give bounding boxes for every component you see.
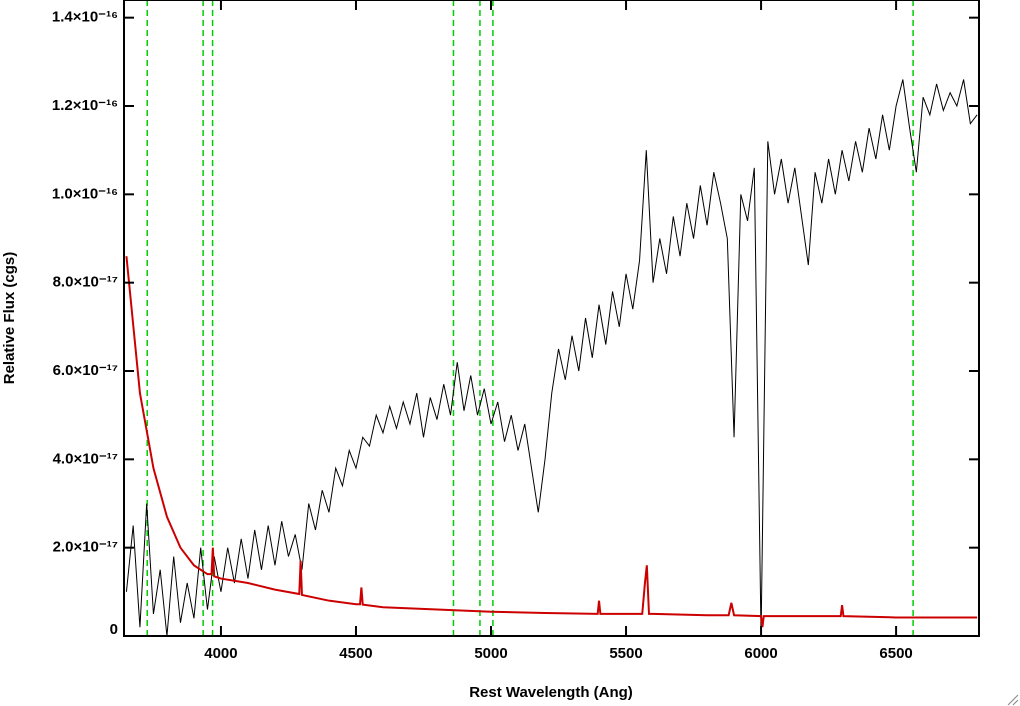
y-tick-label: 1.2×10⁻¹⁶ [52, 97, 118, 114]
x-tick-label: 4000 [204, 645, 237, 662]
x-axis-title: Rest Wavelength (Ang) [469, 684, 633, 701]
y-tick-label: 2.0×10⁻¹⁷ [53, 539, 118, 556]
plot-frame [123, 0, 980, 637]
x-tick-label: 5500 [609, 645, 642, 662]
x-tick-label: 5000 [474, 645, 507, 662]
y-tick-label: 4.0×10⁻¹⁷ [53, 450, 118, 467]
y-tick-label: 0 [110, 621, 118, 638]
resize-grip [1007, 694, 1019, 706]
y-tick-label: 8.0×10⁻¹⁷ [53, 274, 118, 291]
y-tick-label: 6.0×10⁻¹⁷ [53, 362, 118, 379]
y-tick-label: 1.0×10⁻¹⁶ [52, 185, 118, 202]
spectrum-line [125, 256, 978, 628]
y-axis-title: Relative Flux (cgs) [1, 252, 18, 385]
plot-area [125, 0, 978, 636]
x-tick-label: 4500 [339, 645, 372, 662]
x-tick-label: 6000 [744, 645, 777, 662]
spectrum-line [125, 79, 978, 636]
y-tick-label: 1.4×10⁻¹⁶ [52, 9, 118, 26]
x-tick-label: 6500 [879, 645, 912, 662]
